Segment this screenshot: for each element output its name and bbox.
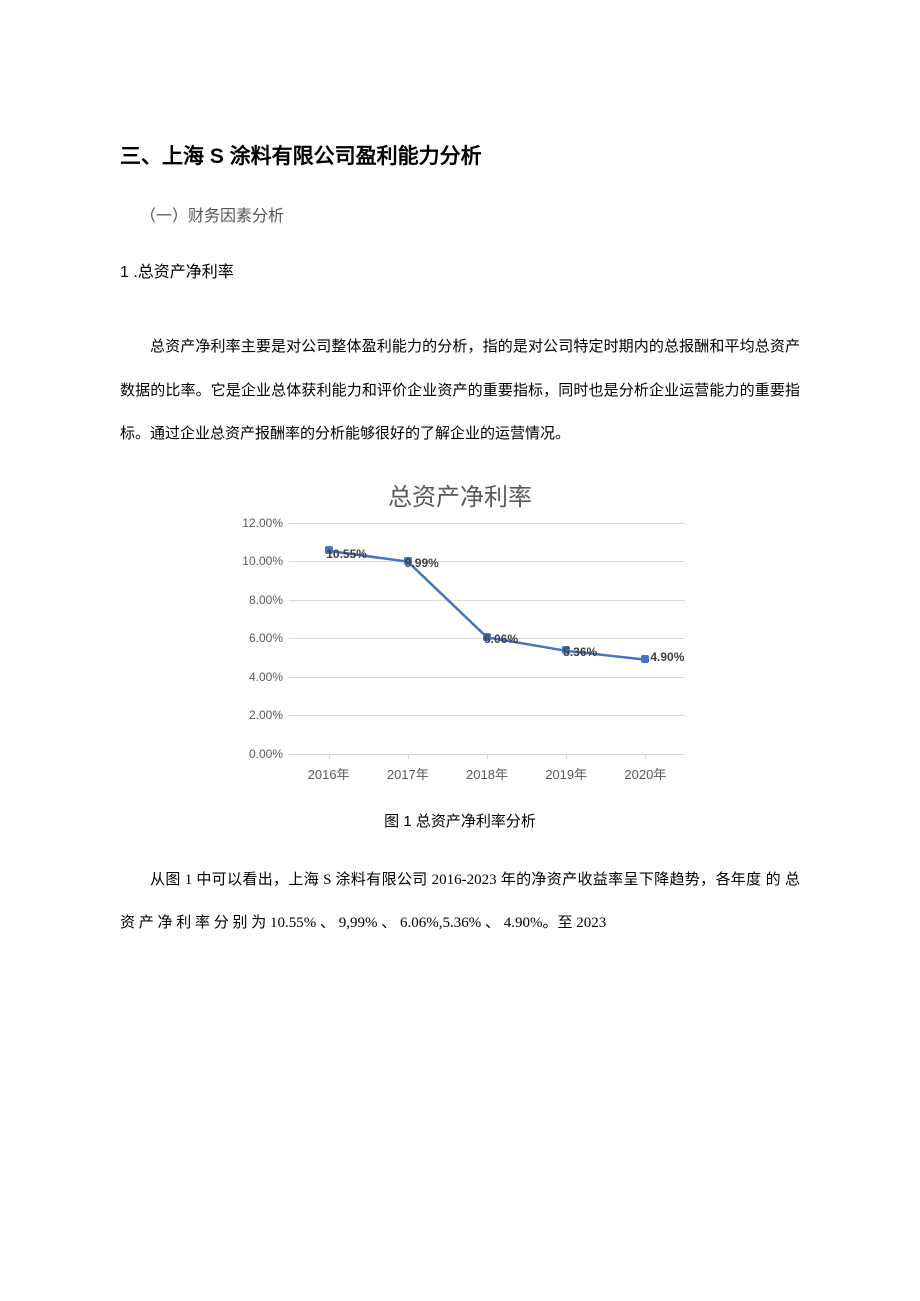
figure-caption: 图 1 总资产净利率分析 [120, 810, 800, 831]
chart-data-label: 10.55% [326, 547, 367, 561]
paragraph-2: 从图 1 中可以看出，上海 S 涂料有限公司 2016-2023 年的净资产收益… [120, 859, 800, 946]
subsection-title: （一）财务因素分析 [120, 202, 800, 226]
item-title: 1 .总资产净利率 [120, 258, 800, 282]
section-title: 三、上海 S 涂料有限公司盈利能力分析 [120, 140, 800, 170]
line-chart: 0.00%2.00%4.00%6.00%8.00%10.00%12.00%201… [229, 518, 691, 786]
chart-data-label: 4.90% [650, 650, 684, 664]
chart-marker [641, 655, 649, 663]
paragraph-1: 总资产净利率主要是对公司整体盈利能力的分析，指的是对公司特定时期内的总报酬和平均… [120, 326, 800, 457]
chart-data-label: 9.99% [405, 556, 439, 570]
chart-data-label: 5.36% [563, 645, 597, 659]
chart-data-label: 6.06% [484, 632, 518, 646]
chart-line-svg [229, 518, 691, 786]
chart-title: 总资产净利率 [120, 477, 800, 512]
